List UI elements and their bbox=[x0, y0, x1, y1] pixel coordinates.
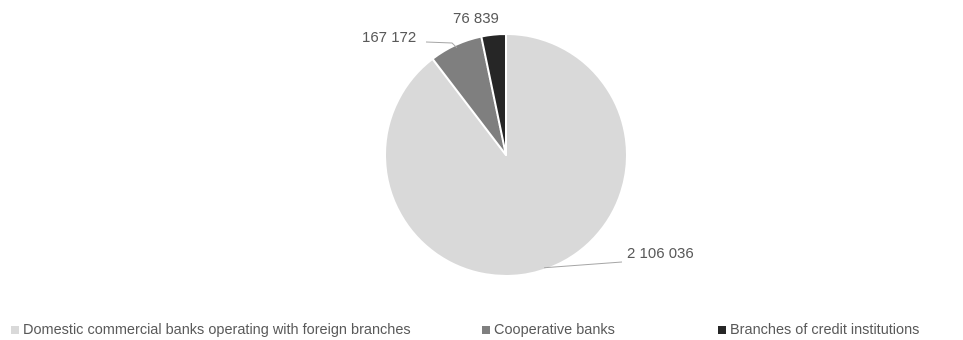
data-label-cooperative-banks: 167 172 bbox=[362, 29, 416, 46]
data-label-domestic-commercial-banks: 2 106 036 bbox=[627, 245, 694, 262]
pie-slice-branches-of-credit-institutions bbox=[480, 32, 507, 156]
legend-label-cooperative-banks: Cooperative banks bbox=[494, 322, 615, 338]
data-labels: 2 106 036 167 172 76 839 bbox=[362, 10, 694, 262]
data-label-branches-of-credit-institutions: 76 839 bbox=[453, 10, 499, 27]
leader-lines bbox=[425, 41, 623, 269]
leader-line-cooperative-banks bbox=[425, 41, 458, 49]
pie-slices bbox=[384, 32, 628, 277]
legend-swatch-cooperative-banks bbox=[482, 326, 490, 334]
legend-swatch-domestic-commercial-banks bbox=[11, 326, 19, 334]
leader-line-domestic-commercial-banks bbox=[544, 261, 623, 269]
legend-label-domestic-commercial-banks: Domestic commercial banks operating with… bbox=[23, 322, 411, 338]
legend-label-branches-of-credit-institutions: Branches of credit institutions bbox=[730, 322, 919, 338]
legend: Domestic commercial banks operating with… bbox=[11, 322, 919, 338]
legend-swatch-branches-of-credit-institutions bbox=[718, 326, 726, 334]
